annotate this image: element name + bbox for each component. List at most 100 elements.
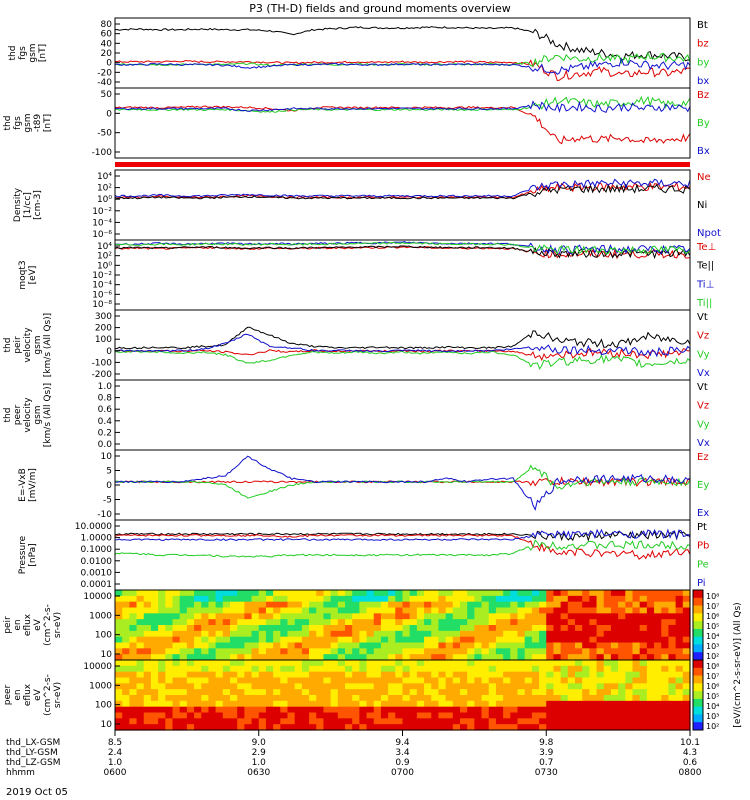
spectrogram-cell (424, 689, 432, 696)
colorbar-tick-label: 10³ (706, 712, 719, 721)
y-tick-label: 10000 (83, 662, 112, 672)
spectrogram-cell (424, 712, 432, 719)
spectrogram-cell (388, 607, 396, 614)
legend-entry: Ey (697, 480, 709, 491)
spectrogram-cell (345, 671, 353, 679)
spectrogram-cell (294, 683, 303, 690)
spectrogram-cell (438, 724, 447, 731)
spectrogram-cell (136, 648, 145, 655)
spectrogram-cell (251, 665, 260, 673)
spectrogram-cell (510, 654, 519, 661)
spectrogram-cell (395, 706, 404, 714)
spectrogram-cell (316, 625, 325, 632)
spectrogram-cell (431, 613, 440, 620)
spectrogram-cell (625, 648, 634, 655)
spectrogram-cell (230, 654, 238, 661)
spectrogram-cell (481, 590, 490, 597)
spectrogram-cell (646, 712, 655, 719)
spectrogram-cell (122, 619, 130, 626)
spectrogram-cell (567, 613, 576, 620)
panel-ylabel: thd (3, 116, 13, 131)
spectrogram-cell (424, 724, 432, 731)
spectrogram-cell (524, 630, 533, 638)
spectrogram-cell (582, 607, 590, 614)
spectrogram-cell (129, 671, 138, 679)
spectrogram-cell (208, 718, 217, 725)
spectrogram-cell (452, 590, 461, 597)
series-line-bz (114, 59, 691, 82)
spectrogram-cell (460, 724, 468, 731)
spectrogram-cell (129, 712, 138, 719)
spectrogram-cell (280, 695, 289, 702)
spectrogram-cell (452, 683, 461, 690)
spectrogram-cell (517, 718, 526, 725)
y-tick-label: 10⁻⁴ (92, 218, 112, 228)
spectrogram-cell (625, 677, 634, 684)
spectrogram-cell (287, 665, 296, 673)
spectrogram-cell (416, 642, 425, 649)
spectrogram-cell (287, 660, 296, 667)
spectrogram-cell (675, 625, 684, 632)
spectrogram-cell (661, 700, 670, 708)
spectrogram-cell (337, 601, 346, 609)
panel-6: thd peer velocity gsm [km/s (All Qs)] 1.00.80… (3, 379, 710, 451)
spectrogram-cell (661, 630, 670, 638)
spectrogram-cell (237, 718, 245, 725)
spectrogram-cell (323, 677, 332, 684)
spectrogram-cell (553, 630, 562, 638)
x-axis-row-label: thd_LX-GSM (6, 738, 60, 748)
spectrogram-cell (546, 619, 555, 626)
spectrogram-cell (115, 677, 123, 684)
spectrogram-cell (675, 648, 684, 655)
spectrogram-cell (330, 712, 339, 719)
spectrogram-cell (546, 665, 555, 673)
spectrogram-cell (186, 695, 195, 702)
spectrogram-cell (575, 613, 583, 620)
spectrogram-cell (136, 671, 145, 679)
spectrogram-cell (596, 689, 605, 696)
spectrogram-cell (301, 595, 310, 603)
series-line-bx (114, 57, 691, 75)
series-line-vy (114, 349, 691, 370)
spectrogram-cell (618, 642, 626, 649)
spectrogram-cell (301, 613, 310, 620)
spectrogram-cell (452, 642, 461, 649)
spectrogram-cell (474, 660, 483, 667)
spectrogram-cell (546, 625, 555, 632)
y-tick-label: 0.1000 (81, 545, 113, 555)
y-tick-label: 0.0 (98, 440, 113, 450)
spectrogram-cell (402, 660, 411, 667)
spectrogram-cell (488, 630, 497, 638)
spectrogram-cell (495, 595, 504, 603)
panel-3: Density [1/cc] [cm-3]10⁴10²10⁰10⁻²10⁻⁴10⁻⁶… (13, 169, 721, 241)
spectrogram-cell (661, 706, 670, 714)
panel-ylabel: [nT] (43, 114, 53, 132)
spectrogram-cell (143, 590, 152, 597)
spectrogram-cell (596, 636, 605, 644)
spectrogram-cell (323, 613, 332, 620)
spectrogram-cell (194, 619, 202, 626)
spectrogram-cell (194, 683, 202, 690)
spectrogram-cell (115, 683, 123, 690)
spectrogram-cell (337, 660, 346, 667)
spectrogram-cell (115, 607, 123, 614)
spectrogram-cell (603, 665, 612, 673)
spectrogram-cell (129, 630, 138, 638)
spectrogram-cell (639, 613, 648, 620)
spectrogram-cell (445, 665, 454, 673)
spectrogram-cell (150, 689, 159, 696)
x-axis-value: 2.4 (108, 748, 123, 758)
spectrogram-cell (632, 706, 641, 714)
spectrogram-cell (172, 671, 181, 679)
spectrogram-cell (495, 712, 504, 719)
spectrogram-cell (143, 595, 152, 603)
series-line-pi (114, 528, 691, 542)
spectrogram-cell (352, 642, 360, 649)
spectrogram-cell (646, 689, 655, 696)
spectrogram-cell (150, 654, 159, 661)
spectrogram-cell (452, 625, 461, 632)
panel-ylabel: -t89 (33, 114, 43, 133)
spectrogram-cell (567, 601, 576, 609)
spectrogram-cell (560, 689, 569, 696)
spectrogram-cell (402, 595, 411, 603)
